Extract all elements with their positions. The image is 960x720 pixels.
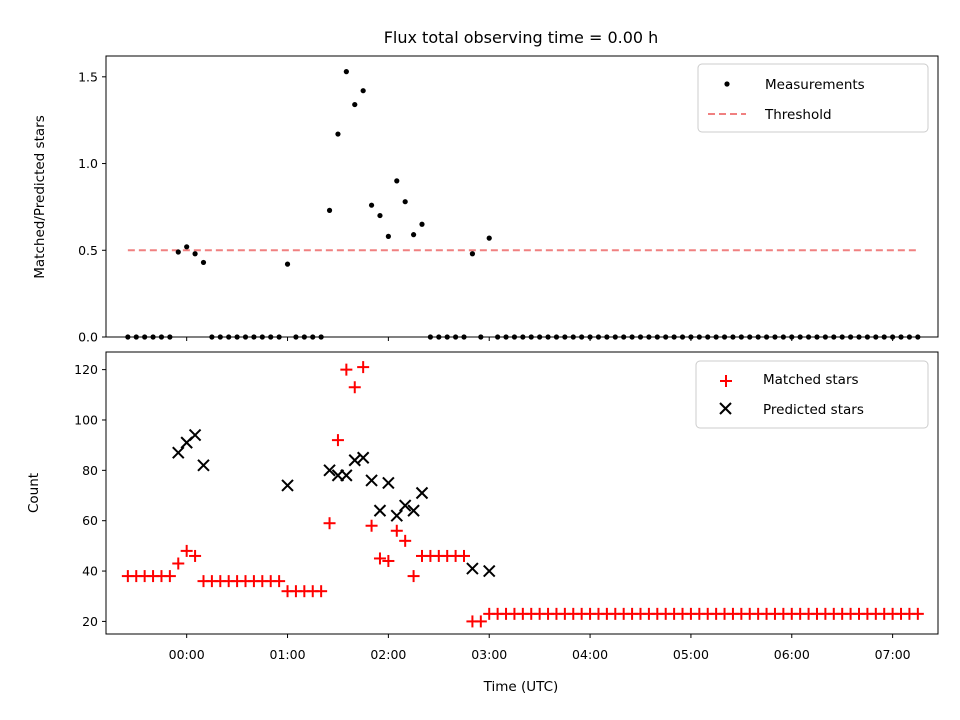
predicted-stars-point xyxy=(197,459,210,472)
legend-threshold-label: Threshold xyxy=(764,107,832,123)
count-plot-frame xyxy=(105,351,939,635)
matched-stars-point xyxy=(180,544,193,557)
matched-stars-point xyxy=(399,534,412,547)
count-legend-box xyxy=(695,360,929,429)
ratio-legend-box xyxy=(697,63,929,133)
predicted-stars-point xyxy=(188,428,202,442)
ratio-y-ticks: 0.0 0.5 1.0 1.5 xyxy=(78,69,106,345)
count-y-tick-label: 60 xyxy=(82,513,98,528)
measurement-point xyxy=(360,88,366,94)
measurement-point xyxy=(486,235,492,241)
legend-matched-marker xyxy=(720,375,732,387)
legend-matched-label: Matched stars xyxy=(763,372,859,388)
count-x-axis-label: Time (UTC) xyxy=(483,679,559,695)
matched-stars-series xyxy=(121,361,924,628)
measurement-point xyxy=(175,249,181,255)
count-x-ticks: 00:00 01:00 02:00 03:00 04:00 05:00 06:00 07:00 xyxy=(169,634,911,662)
predicted-stars-point xyxy=(415,486,429,500)
matched-stars-point xyxy=(331,434,344,447)
predicted-stars-point xyxy=(483,564,496,578)
matched-stars-point xyxy=(340,363,353,376)
predicted-stars-point xyxy=(373,504,387,517)
ratio-y-axis-label: Matched/Predicted stars xyxy=(32,115,48,278)
measurement-point xyxy=(326,207,333,213)
measurement-point xyxy=(368,202,375,208)
measurement-point xyxy=(394,178,400,184)
legend-predicted-label: Predicted stars xyxy=(763,402,864,418)
predicted-stars-point xyxy=(398,499,412,512)
count-x-tick-label: 06:00 xyxy=(774,647,810,662)
matched-stars-point xyxy=(315,585,328,598)
matched-stars-point xyxy=(357,361,370,374)
count-y-tick-label: 20 xyxy=(82,614,98,629)
ratio-plot-frame xyxy=(105,55,939,338)
count-x-tick-label: 01:00 xyxy=(270,647,306,662)
predicted-stars-point xyxy=(340,469,353,482)
ratio-panel: Flux total observing time = 0.00 h Match… xyxy=(32,28,939,345)
count-x-tick-label: 05:00 xyxy=(673,647,709,662)
predicted-stars-series xyxy=(172,428,496,578)
count-legend: Matched stars Predicted stars xyxy=(695,360,929,429)
matched-stars-point xyxy=(365,519,378,532)
ratio-panel-title: Flux total observing time = 0.00 h xyxy=(384,28,659,47)
predicted-stars-point xyxy=(466,562,479,575)
matched-stars-point xyxy=(189,549,202,562)
count-x-tick-label: 00:00 xyxy=(169,647,205,662)
matched-stars-point xyxy=(382,554,395,567)
ratio-legend: Measurements Threshold xyxy=(697,63,929,133)
count-x-tick-label: 07:00 xyxy=(875,647,911,662)
legend-measurements-label: Measurements xyxy=(765,77,865,93)
matched-stars-point xyxy=(348,381,361,394)
count-y-tick-label: 80 xyxy=(82,463,98,478)
predicted-stars-point xyxy=(365,474,378,487)
count-x-tick-label: 03:00 xyxy=(471,647,507,662)
predicted-stars-point xyxy=(390,509,403,522)
predicted-stars-point xyxy=(407,504,420,517)
measurement-point xyxy=(385,233,391,239)
measurement-point xyxy=(335,131,341,137)
ratio-y-tick-label: 1.0 xyxy=(78,156,98,171)
matched-stars-point xyxy=(458,549,471,562)
predicted-stars-point xyxy=(348,454,361,467)
matched-stars-point xyxy=(373,552,386,565)
matched-stars-point xyxy=(407,570,420,583)
matched-stars-point xyxy=(390,524,403,537)
measurement-point xyxy=(410,232,417,238)
matched-stars-point xyxy=(172,557,185,570)
measurement-point xyxy=(343,69,349,75)
measurement-point xyxy=(402,199,408,205)
measurement-point xyxy=(192,251,198,257)
matched-stars-point xyxy=(911,607,924,620)
measurement-point xyxy=(352,101,358,108)
count-y-tick-label: 120 xyxy=(74,362,98,377)
ratio-y-tick-label: 1.5 xyxy=(78,69,98,84)
count-y-axis-label: Count xyxy=(26,473,42,513)
predicted-stars-point xyxy=(356,451,370,464)
ratio-y-tick-label: 0.0 xyxy=(78,330,98,345)
predicted-stars-point xyxy=(172,446,185,459)
predicted-stars-point xyxy=(323,464,336,477)
count-y-tick-label: 100 xyxy=(74,412,98,427)
measurement-point xyxy=(419,221,425,227)
matched-stars-point xyxy=(163,570,176,583)
ratio-y-tick-label: 0.5 xyxy=(78,243,98,258)
measurement-point xyxy=(284,261,291,267)
count-y-tick-label: 40 xyxy=(82,564,98,579)
predicted-stars-point xyxy=(281,479,294,492)
count-panel: Count Time (UTC) 20 40 60 80 100 120 00:00 01:… xyxy=(26,351,939,695)
measurement-point xyxy=(200,259,207,266)
measurement-point xyxy=(469,251,476,257)
predicted-stars-point xyxy=(382,476,395,490)
matched-stars-point xyxy=(323,517,336,530)
legend-predicted-marker xyxy=(719,402,732,415)
count-x-tick-label: 02:00 xyxy=(370,647,406,662)
matched-stars-point xyxy=(474,615,487,628)
legend-measurements-marker xyxy=(724,81,730,87)
measurement-point xyxy=(377,212,383,219)
matched-stars-point xyxy=(273,575,286,588)
count-x-tick-label: 04:00 xyxy=(572,647,608,662)
count-y-ticks: 20 40 60 80 100 120 xyxy=(74,362,106,629)
measurement-point xyxy=(184,244,190,250)
